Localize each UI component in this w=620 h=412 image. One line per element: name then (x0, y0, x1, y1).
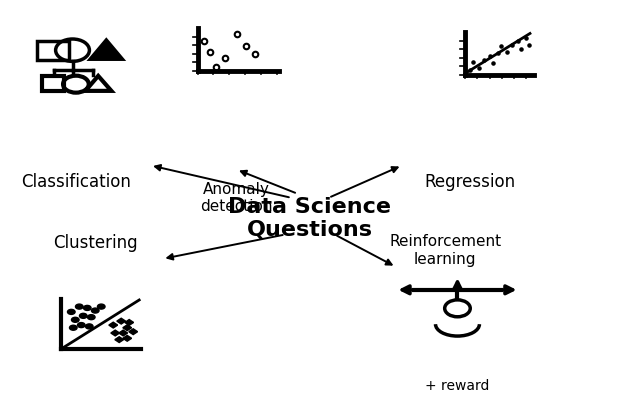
Text: + reward: + reward (425, 379, 490, 393)
Polygon shape (123, 325, 131, 331)
Polygon shape (119, 330, 128, 336)
Circle shape (79, 314, 87, 318)
Circle shape (68, 309, 75, 314)
Circle shape (87, 315, 95, 320)
Text: Reinforcement
learning: Reinforcement learning (389, 234, 501, 267)
Text: Data Science
Questions: Data Science Questions (229, 197, 391, 240)
Polygon shape (129, 329, 138, 335)
Circle shape (84, 305, 91, 310)
Circle shape (76, 304, 83, 309)
Polygon shape (115, 337, 123, 342)
Polygon shape (117, 318, 126, 324)
Bar (37, 40, 69, 60)
Text: Classification: Classification (22, 173, 131, 192)
Circle shape (92, 308, 99, 313)
Polygon shape (111, 330, 120, 336)
Circle shape (97, 304, 105, 309)
Polygon shape (109, 322, 118, 328)
Circle shape (78, 323, 85, 328)
Polygon shape (125, 320, 133, 325)
Text: Regression: Regression (424, 173, 515, 192)
Circle shape (86, 324, 93, 329)
Polygon shape (89, 40, 123, 60)
Bar (42, 76, 64, 91)
Polygon shape (123, 335, 131, 341)
Circle shape (69, 325, 77, 330)
Text: Clustering: Clustering (53, 234, 137, 253)
Circle shape (71, 317, 79, 322)
Text: Anomaly
detection: Anomaly detection (200, 182, 273, 214)
